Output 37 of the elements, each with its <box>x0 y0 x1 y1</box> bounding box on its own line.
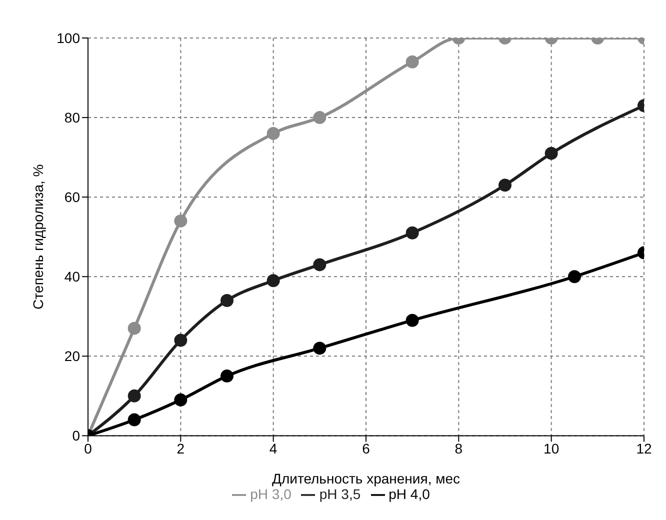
point <box>266 274 280 288</box>
point <box>128 413 141 426</box>
y-tick-label: 100 <box>56 30 80 46</box>
point <box>313 111 326 124</box>
x-axis-title: Длительность хранения, мес <box>272 470 460 487</box>
y-axis-title: Степень гидролиза, % <box>30 164 46 310</box>
point <box>174 334 188 347</box>
x-tick-label: 6 <box>362 440 370 457</box>
point <box>174 393 188 406</box>
y-tick-label: 0 <box>72 428 80 444</box>
point <box>568 270 581 284</box>
x-tick-label: 12 <box>636 440 652 457</box>
legend-label: pH 4,0 <box>388 486 430 502</box>
x-tick-label: 0 <box>84 440 92 457</box>
point <box>313 258 326 272</box>
y-tick-label: 40 <box>64 268 80 285</box>
point <box>266 126 280 140</box>
point <box>406 55 419 68</box>
point <box>406 314 419 327</box>
y-tick-label: 80 <box>64 110 80 126</box>
point <box>128 322 141 335</box>
point <box>544 146 558 160</box>
x-tick-label: 2 <box>176 440 185 457</box>
point <box>220 370 234 383</box>
x-tick-label: 4 <box>269 440 278 457</box>
point <box>498 178 512 192</box>
point <box>406 226 419 240</box>
y-tick-label: 20 <box>64 348 80 364</box>
point <box>313 342 326 355</box>
x-tick-label: 8 <box>454 440 463 457</box>
x-tick-label: 10 <box>544 440 560 457</box>
legend-label: pH 3,0 <box>250 486 292 502</box>
legend-label: pH 3,5 <box>319 486 361 502</box>
y-tick-label: 60 <box>64 189 80 206</box>
point <box>220 294 234 307</box>
point <box>174 214 188 228</box>
point <box>128 389 141 402</box>
